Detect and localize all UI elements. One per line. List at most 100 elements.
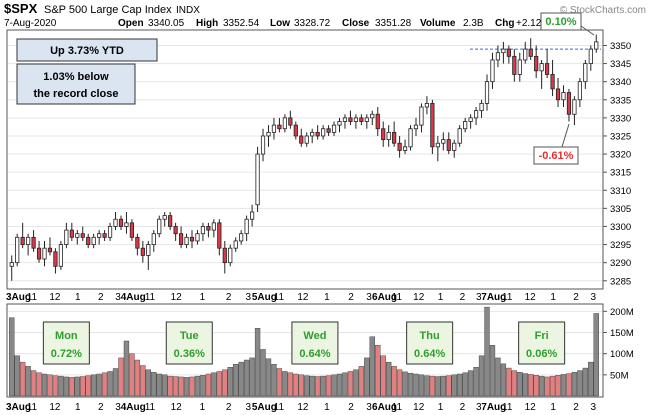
- volume-bar: [58, 375, 64, 397]
- candle-body: [184, 236, 189, 245]
- current-pct-pointer: [580, 25, 595, 36]
- candle-body: [534, 55, 539, 72]
- candle-body: [162, 215, 167, 220]
- x-tick-label: 2: [98, 402, 104, 413]
- x-tick-label: 3: [115, 292, 121, 303]
- low-label: Low: [270, 18, 290, 29]
- volume-bars: [9, 306, 599, 397]
- x-tick-label: 11: [274, 292, 285, 303]
- volume-tick-label: 200M: [610, 307, 634, 318]
- x-tick-label: 12: [49, 292, 61, 303]
- volume-bar: [549, 375, 556, 397]
- volume-bar: [588, 361, 594, 397]
- candle-body: [20, 236, 25, 245]
- x-tick-label: 1: [75, 402, 81, 413]
- candle-body: [211, 222, 216, 231]
- high-label: High: [196, 18, 218, 29]
- candle-body: [337, 121, 342, 126]
- volume-bar: [489, 345, 496, 397]
- candle-body: [348, 117, 353, 122]
- volume-bar: [30, 370, 37, 397]
- volume-bar: [304, 375, 310, 397]
- x-tick-label: 2: [348, 402, 354, 413]
- price-tick-label: 3305: [610, 204, 631, 215]
- volume-tick-label: 50M: [610, 370, 629, 381]
- ticker-symbol: $SPX: [4, 1, 38, 16]
- x-tick-label: 2: [573, 292, 579, 303]
- candle-body: [228, 247, 233, 264]
- volume-bar: [457, 373, 463, 397]
- candle-body: [452, 142, 457, 151]
- volume-bar: [123, 340, 130, 397]
- x-tick-label: 1: [550, 292, 556, 303]
- candle-body: [260, 135, 266, 155]
- candle-body: [195, 233, 200, 242]
- candle-body: [42, 247, 47, 260]
- candle-body: [69, 229, 74, 238]
- volume-bar: [440, 375, 446, 397]
- current-pct-label: 0.10%: [545, 16, 576, 28]
- volume-bar: [538, 375, 545, 397]
- x-tick-label: 3Aug: [6, 292, 31, 303]
- x-tick-label: 11: [145, 402, 156, 413]
- candle-body: [124, 222, 129, 227]
- candle-body: [430, 102, 435, 148]
- candle-body: [244, 218, 249, 235]
- volume-bar: [331, 374, 337, 397]
- open-label: Open: [118, 18, 144, 29]
- day-name-label: Wed: [303, 330, 326, 342]
- close-value: 3351.28: [375, 18, 412, 29]
- volume-bar: [325, 375, 332, 397]
- day-pct-label: 0.72%: [51, 348, 82, 360]
- price-tick-label: 3290: [610, 258, 631, 269]
- price-tick-label: 3310: [610, 186, 631, 197]
- volume-bar: [364, 357, 370, 397]
- volume-bar: [47, 374, 53, 397]
- candle-body: [31, 236, 36, 249]
- x-tick-label: 1: [438, 292, 444, 303]
- candle-body: [588, 48, 593, 64]
- volume-bar: [506, 367, 512, 397]
- candle-body: [457, 128, 462, 144]
- candle-body: [47, 247, 53, 253]
- candle-body: [386, 131, 391, 140]
- x-tick-label: 1: [550, 402, 556, 413]
- price-tick-label: 3285: [610, 276, 631, 287]
- price-tick-label: 3345: [610, 59, 631, 70]
- candle-body: [200, 226, 206, 235]
- volume-bar: [140, 365, 146, 397]
- day-pct-label: 0.06%: [526, 348, 557, 360]
- candlesticks: [9, 34, 599, 281]
- volume-bar: [336, 373, 343, 397]
- x-tick-label: 3: [115, 402, 121, 413]
- volume-bar: [85, 375, 91, 397]
- volume-bar: [511, 370, 517, 397]
- x-tick-label: 11: [27, 292, 38, 303]
- volume-bar: [222, 369, 228, 397]
- volume-bar: [41, 373, 48, 397]
- day-name-label: Tue: [180, 330, 199, 342]
- candle-body: [118, 218, 124, 227]
- x-tick-label: 2: [226, 402, 232, 413]
- volume-bar: [211, 372, 217, 397]
- candle-body: [353, 117, 358, 122]
- x-tick-label: 6Aug: [372, 402, 397, 413]
- candle-body: [583, 63, 588, 83]
- volume-bar: [462, 372, 468, 397]
- candle-body: [331, 124, 337, 133]
- candle-body: [435, 142, 440, 148]
- candle-body: [129, 222, 135, 238]
- candle-body: [239, 233, 244, 242]
- candle-body: [157, 218, 162, 235]
- candle-body: [102, 233, 107, 238]
- record-box: [16, 63, 136, 105]
- x-tick-label: 11: [502, 402, 513, 413]
- record-label-line1: 1.03% below: [43, 71, 109, 83]
- x-tick-label: 2: [98, 292, 104, 303]
- index-name: S&P 500 Large Cap Index: [44, 4, 172, 16]
- candle-body: [419, 106, 424, 126]
- volume-tick-label: 150M: [610, 328, 634, 339]
- x-tick-label: 11: [145, 292, 156, 303]
- candle-body: [310, 131, 315, 137]
